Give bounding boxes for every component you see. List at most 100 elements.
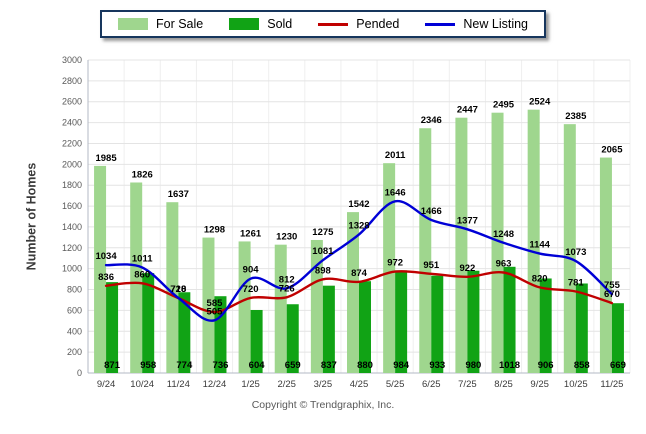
bar-for-sale	[94, 165, 107, 373]
new-listing-value-label: 1248	[493, 229, 514, 240]
bar-for-sale	[527, 109, 540, 374]
bar-for-sale	[455, 117, 468, 373]
x-tick-label: 3/25	[314, 379, 333, 390]
pended-value-label: 726	[279, 283, 295, 294]
bar-for-sale	[419, 128, 432, 373]
bar-sold	[611, 303, 624, 373]
bar-sold	[359, 281, 371, 373]
legend-label: Pended	[356, 17, 400, 31]
new-listing-value-label: 1377	[457, 215, 478, 226]
for-sale-value-label: 2065	[601, 145, 623, 156]
sold-value-label: 604	[249, 360, 266, 371]
for-sale-value-label: 1542	[348, 199, 369, 210]
legend-item-sold: Sold	[229, 17, 292, 31]
sold-value-label: 669	[610, 360, 626, 371]
x-tick-label: 12/24	[203, 379, 227, 390]
y-tick-label: 2800	[62, 76, 82, 86]
sold-value-label: 980	[465, 360, 481, 371]
legend-label: New Listing	[463, 17, 529, 31]
pended-value-label: 781	[568, 278, 585, 289]
y-tick-label: 800	[67, 285, 82, 295]
sold-value-label: 1018	[499, 360, 520, 371]
bar-sold	[286, 304, 299, 373]
pended-value-label: 951	[423, 260, 440, 271]
legend: For Sale Sold Pended New Listing	[99, 10, 547, 38]
x-tick-label: 9/24	[97, 379, 116, 390]
new-listing-value-label: 1144	[529, 240, 550, 251]
sold-value-label: 984	[393, 360, 410, 371]
y-tick-label: 2200	[62, 138, 82, 148]
bar-sold	[575, 283, 588, 373]
for-sale-value-label: 2495	[493, 100, 515, 111]
new-listing-swatch-icon	[425, 22, 456, 26]
bar-sold	[106, 282, 119, 373]
legend-label: Sold	[267, 17, 293, 31]
x-tick-label: 10/25	[564, 379, 588, 390]
y-tick-label: 2600	[62, 97, 82, 107]
sold-value-label: 858	[574, 360, 590, 371]
sold-swatch-icon	[229, 18, 260, 30]
pended-value-label: 585	[207, 298, 224, 309]
sold-value-label: 659	[285, 360, 301, 371]
new-listing-value-label: 1646	[385, 187, 406, 198]
bar-for-sale	[310, 239, 323, 373]
y-tick-label: 1200	[62, 243, 82, 253]
new-listing-line	[104, 200, 614, 322]
x-tick-label: 9/25	[530, 379, 549, 390]
bar-for-sale	[383, 163, 396, 373]
bar-sold	[539, 278, 552, 373]
new-listing-value-label: 812	[279, 274, 295, 285]
bar-sold	[178, 292, 191, 373]
bar-for-sale	[202, 237, 215, 373]
bar-for-sale	[347, 212, 359, 373]
new-listing-value-label: 1081	[312, 246, 334, 257]
pended-value-label: 718	[170, 284, 186, 295]
new-listing-value-label: 1466	[421, 206, 442, 217]
copyright-text: Copyright © Trendgraphix, Inc.	[251, 399, 395, 411]
y-tick-label: 200	[67, 347, 82, 357]
y-tick-label: 1800	[62, 180, 82, 190]
y-tick-label: 1400	[62, 222, 82, 232]
pended-line	[104, 270, 614, 314]
bar-for-sale	[599, 157, 612, 373]
y-axis-title: Number of Homes	[24, 162, 39, 271]
pended-value-label: 836	[98, 272, 114, 283]
sold-value-label: 774	[176, 360, 193, 371]
x-tick-label: 11/24	[167, 379, 190, 390]
legend-label: For Sale	[155, 17, 204, 31]
y-tick-label: 2400	[62, 118, 82, 128]
for-sale-value-label: 1275	[312, 227, 334, 238]
for-sale-value-label: 2385	[565, 111, 587, 122]
pended-value-label: 963	[496, 259, 512, 270]
bar-sold	[142, 273, 155, 373]
bar-for-sale	[274, 244, 287, 373]
bar-for-sale	[563, 124, 576, 373]
sold-value-label: 933	[429, 360, 445, 371]
new-listing-value-label: 1328	[348, 220, 369, 231]
bar-sold	[467, 270, 480, 373]
x-tick-label: 4/25	[350, 379, 369, 390]
for-sale-value-label: 1985	[95, 153, 117, 164]
new-listing-value-label: 720	[170, 284, 186, 295]
x-tick-label: 6/25	[422, 379, 441, 390]
for-sale-value-label: 2524	[529, 97, 551, 108]
for-sale-value-label: 1826	[132, 169, 153, 180]
y-tick-label: 1000	[62, 264, 82, 274]
y-tick-label: 3000	[62, 55, 82, 65]
sold-value-label: 906	[538, 360, 554, 371]
sold-value-label: 837	[321, 360, 337, 371]
x-tick-label: 10/24	[130, 379, 154, 390]
legend-item-pended: Pended	[318, 17, 399, 31]
bar-for-sale	[166, 202, 179, 373]
bar-sold	[503, 266, 516, 373]
for-sale-value-label: 1637	[168, 189, 189, 200]
pended-swatch-icon	[318, 22, 349, 26]
y-tick-label: 600	[67, 305, 82, 315]
for-sale-swatch-icon	[117, 18, 148, 30]
pended-value-label: 860	[134, 269, 150, 280]
bar-sold	[322, 285, 335, 373]
for-sale-value-label: 1230	[276, 232, 297, 243]
x-tick-label: 11/25	[600, 379, 623, 390]
new-listing-value-label: 1011	[132, 254, 153, 265]
